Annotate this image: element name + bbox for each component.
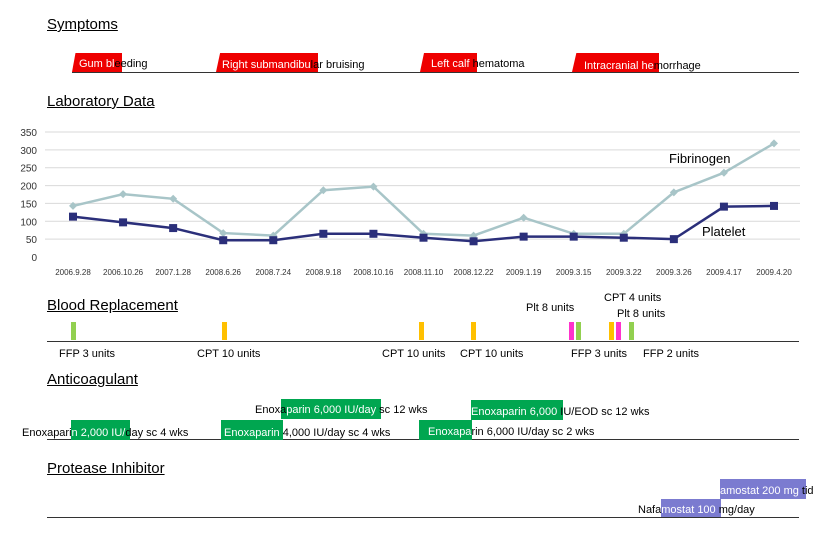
cpt-10-units-label-3: CPT 10 units <box>460 348 524 360</box>
enoxaparin-regimen-3: Enoxaparin 2,000 IU/day sc 4 wks <box>22 427 189 439</box>
series-label-fibrinogen: Fibrinogen <box>669 151 730 166</box>
platelet-point <box>569 232 578 241</box>
plt-8-units-label: Plt 8 units <box>526 302 575 314</box>
fibrinogen-point <box>119 190 128 199</box>
x-tick-label: 2009.3.22 <box>606 268 642 277</box>
series-label-platelet: Platelet <box>702 224 746 239</box>
enoxaparin-regimen-5: Enoxaparin 6,000 IU/day sc 2 wks <box>428 426 595 438</box>
enoxaparin-regimen-4: Enoxaparin 4,000 IU/day sc 4 wks <box>224 427 391 439</box>
ffp-mark <box>71 322 76 340</box>
y-tick-label: 300 <box>20 146 37 157</box>
x-tick-label: 2009.4.20 <box>756 268 792 277</box>
y-tick-label: 100 <box>20 217 37 228</box>
ffp-2-units-label: FFP 2 units <box>643 348 700 360</box>
plt-mark <box>569 322 574 340</box>
anticoag-heading: Anticoagulant <box>47 371 138 388</box>
blood-heading: Blood Replacement <box>47 297 178 314</box>
y-tick-label: 350 <box>20 128 37 139</box>
nafamostat-tid-label: amostat 200 mg tid <box>720 485 814 497</box>
platelet-point <box>369 229 378 238</box>
x-tick-label: 2008.6.26 <box>205 268 241 277</box>
enoxaparin-bar <box>221 420 283 440</box>
cpt-10-units-label-2: CPT 10 units <box>382 348 446 360</box>
symptom-bar-hemorrhage <box>572 53 659 72</box>
blood-timeline <box>47 341 799 342</box>
fibrinogen-point <box>69 201 77 210</box>
x-tick-label: 2009.4.17 <box>706 268 742 277</box>
enoxaparin-regimen-1: Enoxaparin 6,000 IU/day sc 12 wks <box>255 404 428 416</box>
fibrinogen-point <box>669 188 678 197</box>
x-tick-label: 2008.7.24 <box>255 268 291 277</box>
platelet-point <box>169 224 178 233</box>
platelet-point <box>119 218 128 227</box>
symptoms-timeline <box>72 72 799 73</box>
protease-timeline <box>47 517 799 518</box>
symptom-gum-label: Gum bleeding <box>79 58 148 70</box>
ffp-mark <box>629 322 634 340</box>
x-tick-label: 2006.9.28 <box>55 268 91 277</box>
y-tick-label: 150 <box>20 199 37 210</box>
symptom-hemorrhage-label: Intracranial hemorrhage <box>584 60 701 72</box>
ffp-3-units-label: FFP 3 units <box>59 348 116 360</box>
plt-mark <box>616 322 621 340</box>
symptom-bar-hematoma <box>420 53 477 72</box>
fibrinogen-point <box>519 213 528 222</box>
x-tick-label: 2007.1.28 <box>155 268 191 277</box>
x-tick-label: 2009.3.15 <box>556 268 592 277</box>
enoxaparin-bar <box>71 420 130 440</box>
x-tick-label: 2006.10.26 <box>103 268 144 277</box>
platelet-point <box>69 212 77 221</box>
nafamostat-bar <box>720 479 806 499</box>
enoxaparin-bar <box>419 420 472 440</box>
platelet-point <box>419 233 428 242</box>
platelet-point <box>469 237 478 246</box>
ffp-3-units-label-2: FFP 3 units <box>571 348 628 360</box>
fibrinogen-point <box>369 182 378 191</box>
platelet-point <box>269 236 278 245</box>
x-tick-label: 2008.12.22 <box>454 268 495 277</box>
ffp-mark <box>576 322 581 340</box>
cpt-mark <box>222 322 227 340</box>
platelet-point <box>770 201 778 210</box>
cpt-mark <box>609 322 614 340</box>
platelet-point <box>719 202 728 211</box>
cpt-10-units-label: CPT 10 units <box>197 348 261 360</box>
fibrinogen-point <box>770 139 778 148</box>
fibrinogen-point <box>319 186 328 195</box>
x-tick-label: 2008.11.10 <box>404 268 444 277</box>
x-tick-label: 2008.10.16 <box>353 268 394 277</box>
fibrinogen-point <box>719 168 728 177</box>
enoxaparin-regimen-2: Enoxaparin 6,000 IU/EOD sc 12 wks <box>471 406 650 418</box>
cpt-mark <box>471 322 476 340</box>
lab-chart: 0 50 100 150 200 250 300 350 2006.9.28 2006.10.26… <box>20 128 800 277</box>
symptoms-heading: Symptoms <box>47 16 118 33</box>
x-tick-label: 2009.1.19 <box>506 268 542 277</box>
plt-8-units-label-2: Plt 8 units <box>617 308 666 320</box>
platelet-point <box>519 232 528 241</box>
symptom-bruising-label: Right submandibular bruising <box>222 59 365 71</box>
enoxaparin-bar <box>281 399 381 419</box>
platelet-point <box>219 236 228 245</box>
symptom-bar-bruising <box>216 53 318 72</box>
symptom-bar-gum <box>72 53 122 72</box>
y-tick-label: 250 <box>20 164 37 175</box>
nafamostat-bar <box>661 499 721 517</box>
enoxaparin-bar <box>471 400 563 420</box>
symptom-hematoma-label: Left calf hematoma <box>431 58 525 70</box>
platelet-point <box>669 235 678 244</box>
x-tick-label: 2008.9.18 <box>306 268 342 277</box>
platelet-point <box>619 233 628 242</box>
nafamostat-daily-label: Nafamostat 100 mg/day <box>638 504 755 516</box>
y-tick-label: 0 <box>31 253 37 264</box>
lab-heading: Laboratory Data <box>47 93 155 110</box>
y-tick-label: 50 <box>26 235 38 246</box>
fibrinogen-point <box>169 194 178 203</box>
platelet-point <box>319 229 328 238</box>
fibrinogen-point <box>219 229 228 238</box>
y-tick-label: 200 <box>20 182 37 193</box>
cpt-mark <box>419 322 424 340</box>
cpt-4-units-label: CPT 4 units <box>604 292 662 304</box>
protease-heading: Protease Inhibitor <box>47 460 165 477</box>
x-tick-label: 2009.3.26 <box>656 268 692 277</box>
